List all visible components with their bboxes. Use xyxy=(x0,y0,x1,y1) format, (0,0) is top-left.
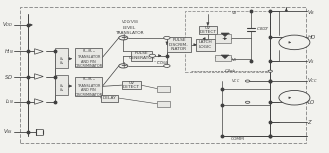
Bar xyxy=(157,86,170,92)
Bar xyxy=(101,95,118,102)
Polygon shape xyxy=(221,33,229,37)
Text: $LO$: $LO$ xyxy=(307,98,316,106)
Text: +: + xyxy=(120,33,126,42)
Text: &: & xyxy=(60,88,63,92)
Text: $R_{HI}/R_{LO}$
TRANSLATOR
AND PIN
DISCRIMINATOR: $R_{HI}/R_{LO}$ TRANSLATOR AND PIN DISCR… xyxy=(75,76,103,97)
Text: $V_S$: $V_S$ xyxy=(231,57,238,64)
Text: $V_B$: $V_B$ xyxy=(307,8,315,17)
Text: +: + xyxy=(120,61,126,70)
Polygon shape xyxy=(221,55,229,59)
Bar xyxy=(157,101,170,107)
Text: UV
DETECT: UV DETECT xyxy=(123,81,140,90)
Polygon shape xyxy=(35,49,43,54)
Circle shape xyxy=(119,64,128,68)
Circle shape xyxy=(245,101,250,103)
Text: UV
DETECT: UV DETECT xyxy=(200,26,216,34)
Text: $V_{DD}/V_{SS}$
LEVEL
TRANSLATOR: $V_{DD}/V_{SS}$ LEVEL TRANSLATOR xyxy=(115,18,144,35)
Bar xyxy=(196,39,215,51)
Bar xyxy=(215,55,231,61)
Bar xyxy=(56,48,68,68)
Text: $R_{HI}/R_{LO}$
TRANSLATOR
AND PIN
DISCRIMINATOR: $R_{HI}/R_{LO}$ TRANSLATOR AND PIN DISCR… xyxy=(75,47,103,68)
Text: $H_{IN}$: $H_{IN}$ xyxy=(4,47,13,56)
Text: $V_{CC}$: $V_{CC}$ xyxy=(231,77,241,85)
Bar xyxy=(75,48,102,67)
Circle shape xyxy=(268,70,272,72)
Text: $V_{SS}$: $V_{SS}$ xyxy=(3,127,13,136)
Circle shape xyxy=(149,54,156,57)
Text: $C_{Chub}$: $C_{Chub}$ xyxy=(156,59,168,67)
Text: $Z$: $Z$ xyxy=(307,118,313,126)
Text: PULSE
GENERATOR: PULSE GENERATOR xyxy=(129,51,155,60)
Circle shape xyxy=(245,80,250,82)
Bar xyxy=(75,76,102,96)
Text: $V_B$: $V_B$ xyxy=(231,10,239,17)
Text: &: & xyxy=(60,84,63,88)
Text: $C_{BOOT}$: $C_{BOOT}$ xyxy=(256,26,270,33)
Text: $HO$: $HO$ xyxy=(307,33,317,41)
Text: $V_S$: $V_S$ xyxy=(307,57,315,66)
Circle shape xyxy=(119,36,128,40)
Text: PULSE
DISCRIM-
INATOR: PULSE DISCRIM- INATOR xyxy=(169,38,189,51)
Text: LATCH
LOGIC: LATCH LOGIC xyxy=(199,40,213,49)
Bar xyxy=(131,51,152,61)
Bar xyxy=(185,11,270,72)
Text: DELAY: DELAY xyxy=(103,96,116,100)
Text: $C_{Bsub}$: $C_{Bsub}$ xyxy=(224,67,236,75)
Circle shape xyxy=(164,36,170,39)
Bar xyxy=(199,26,217,34)
Text: COMM: COMM xyxy=(231,137,245,141)
Text: &: & xyxy=(60,61,63,65)
Text: $V_{CC}$: $V_{CC}$ xyxy=(307,77,318,86)
Circle shape xyxy=(164,64,170,67)
Polygon shape xyxy=(35,74,43,79)
Text: $V_{DD}$: $V_{DD}$ xyxy=(2,21,13,29)
Circle shape xyxy=(279,90,310,105)
Circle shape xyxy=(279,35,310,50)
Text: &: & xyxy=(60,57,63,61)
Bar xyxy=(56,75,68,95)
Text: $L_{IN}$: $L_{IN}$ xyxy=(5,97,13,106)
Polygon shape xyxy=(35,99,43,104)
Bar xyxy=(122,81,141,89)
Bar xyxy=(20,7,306,143)
Text: $SD$: $SD$ xyxy=(4,73,13,80)
Bar xyxy=(215,34,231,43)
Bar xyxy=(167,37,191,52)
